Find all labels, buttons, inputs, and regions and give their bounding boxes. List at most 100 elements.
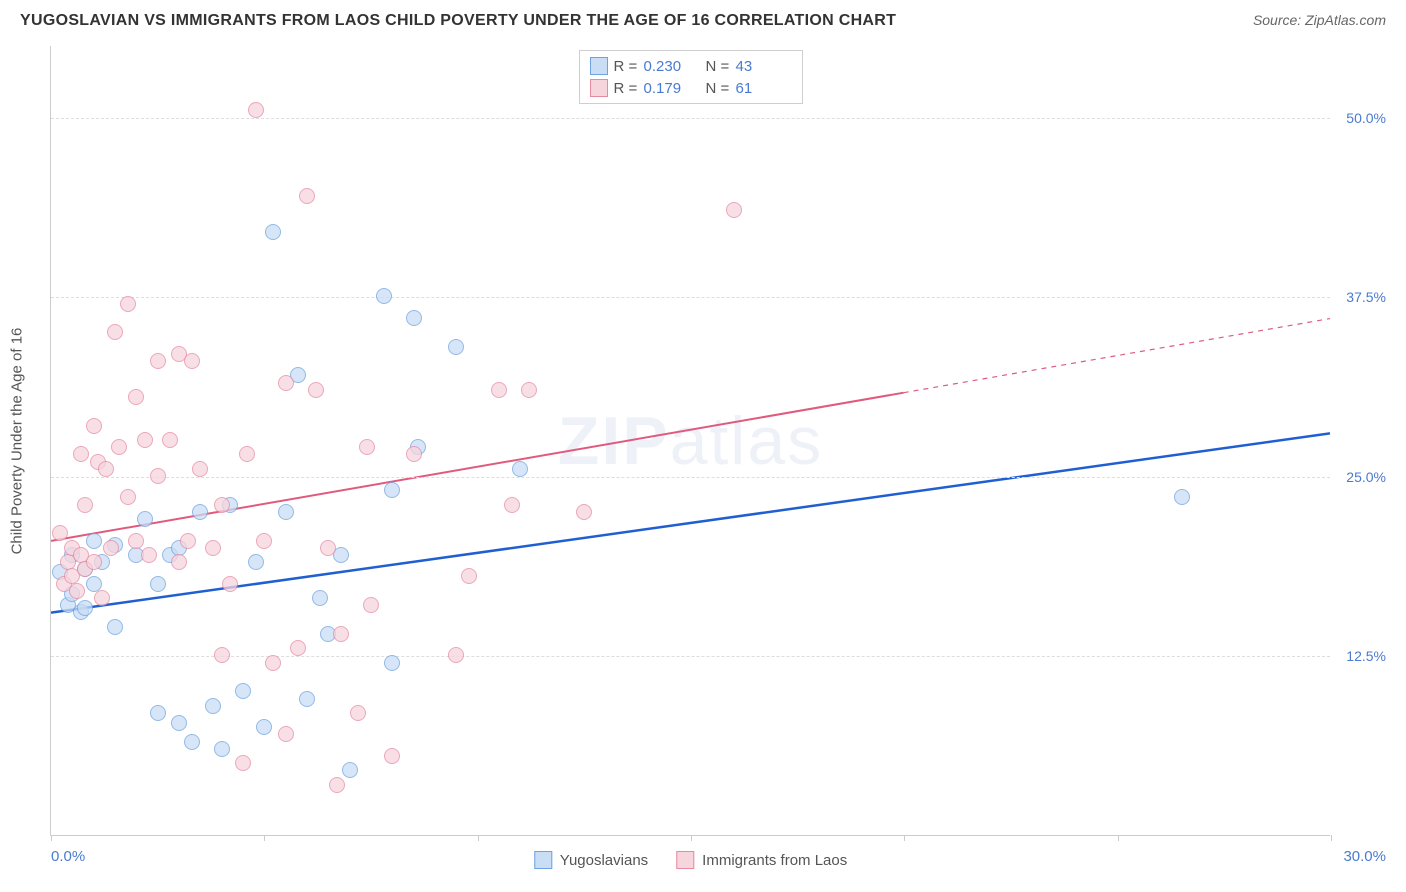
data-point xyxy=(308,382,324,398)
legend-n-value: 61 xyxy=(736,80,792,97)
data-point xyxy=(512,461,528,477)
legend-n-label: N = xyxy=(706,58,730,75)
data-point xyxy=(86,418,102,434)
data-point xyxy=(384,748,400,764)
legend-swatch xyxy=(590,79,608,97)
data-point xyxy=(384,655,400,671)
legend-swatch xyxy=(676,851,694,869)
gridline xyxy=(51,118,1330,119)
data-point xyxy=(222,576,238,592)
data-point xyxy=(214,647,230,663)
data-point xyxy=(86,554,102,570)
data-point xyxy=(406,446,422,462)
data-point xyxy=(239,446,255,462)
data-point xyxy=(384,482,400,498)
watermark: ZIPatlas xyxy=(558,402,823,480)
legend-series-name: Yugoslavians xyxy=(560,852,648,869)
data-point xyxy=(141,547,157,563)
data-point xyxy=(150,468,166,484)
legend-item: Yugoslavians xyxy=(534,851,648,869)
data-point xyxy=(312,590,328,606)
data-point xyxy=(107,619,123,635)
series-legend: Yugoslavians Immigrants from Laos xyxy=(534,851,847,869)
data-point xyxy=(256,533,272,549)
y-tick-label: 50.0% xyxy=(1346,110,1386,126)
data-point xyxy=(290,640,306,656)
data-point xyxy=(86,533,102,549)
x-tick xyxy=(1331,835,1332,841)
data-point xyxy=(329,777,345,793)
data-point xyxy=(111,439,127,455)
data-point xyxy=(576,504,592,520)
data-point xyxy=(333,626,349,642)
x-tick xyxy=(264,835,265,841)
trend-lines xyxy=(51,46,1330,835)
data-point xyxy=(137,511,153,527)
data-point xyxy=(235,683,251,699)
data-point xyxy=(98,461,114,477)
source-name: ZipAtlas.com xyxy=(1305,12,1386,28)
data-point xyxy=(299,188,315,204)
data-point xyxy=(320,540,336,556)
legend-n-value: 43 xyxy=(736,58,792,75)
legend-item: Immigrants from Laos xyxy=(676,851,847,869)
data-point xyxy=(448,339,464,355)
data-point xyxy=(299,691,315,707)
data-point xyxy=(192,461,208,477)
x-tick xyxy=(691,835,692,841)
data-point xyxy=(171,554,187,570)
y-axis-title: Child Poverty Under the Age of 16 xyxy=(9,327,26,554)
data-point xyxy=(73,446,89,462)
x-axis-max-label: 30.0% xyxy=(1343,848,1386,865)
chart-title: YUGOSLAVIAN VS IMMIGRANTS FROM LAOS CHIL… xyxy=(20,12,896,30)
data-point xyxy=(150,576,166,592)
x-axis-min-label: 0.0% xyxy=(51,848,85,865)
data-point xyxy=(150,705,166,721)
data-point xyxy=(491,382,507,398)
data-point xyxy=(726,202,742,218)
data-point xyxy=(1174,489,1190,505)
data-point xyxy=(192,504,208,520)
data-point xyxy=(278,375,294,391)
data-point xyxy=(205,698,221,714)
legend-swatch xyxy=(534,851,552,869)
legend-r-value: 0.230 xyxy=(644,58,700,75)
data-point xyxy=(77,497,93,513)
legend-stat-row: R = 0.230 N = 43 xyxy=(590,55,792,77)
data-point xyxy=(214,497,230,513)
data-point xyxy=(278,726,294,742)
source-attribution: Source: ZipAtlas.com xyxy=(1253,12,1386,28)
data-point xyxy=(363,597,379,613)
legend-r-label: R = xyxy=(614,58,638,75)
y-tick-label: 12.5% xyxy=(1346,648,1386,664)
y-tick-label: 37.5% xyxy=(1346,289,1386,305)
data-point xyxy=(120,296,136,312)
data-point xyxy=(69,583,85,599)
data-point xyxy=(52,525,68,541)
y-tick-label: 25.0% xyxy=(1346,469,1386,485)
correlation-legend: R = 0.230 N = 43 R =0.179N =61 xyxy=(579,50,803,104)
plot-region: ZIPatlas Child Poverty Under the Age of … xyxy=(50,46,1330,836)
data-point xyxy=(184,353,200,369)
data-point xyxy=(205,540,221,556)
data-point xyxy=(278,504,294,520)
data-point xyxy=(342,762,358,778)
legend-r-value: 0.179 xyxy=(644,80,700,97)
scatter-chart: ZIPatlas Child Poverty Under the Age of … xyxy=(50,46,1386,836)
data-point xyxy=(162,432,178,448)
data-point xyxy=(350,705,366,721)
data-point xyxy=(461,568,477,584)
x-tick xyxy=(51,835,52,841)
data-point xyxy=(256,719,272,735)
data-point xyxy=(128,389,144,405)
data-point xyxy=(376,288,392,304)
legend-series-name: Immigrants from Laos xyxy=(702,852,847,869)
data-point xyxy=(504,497,520,513)
x-tick xyxy=(1118,835,1119,841)
data-point xyxy=(184,734,200,750)
data-point xyxy=(265,655,281,671)
data-point xyxy=(86,576,102,592)
legend-stat-row: R =0.179N =61 xyxy=(590,77,792,99)
gridline xyxy=(51,477,1330,478)
data-point xyxy=(406,310,422,326)
